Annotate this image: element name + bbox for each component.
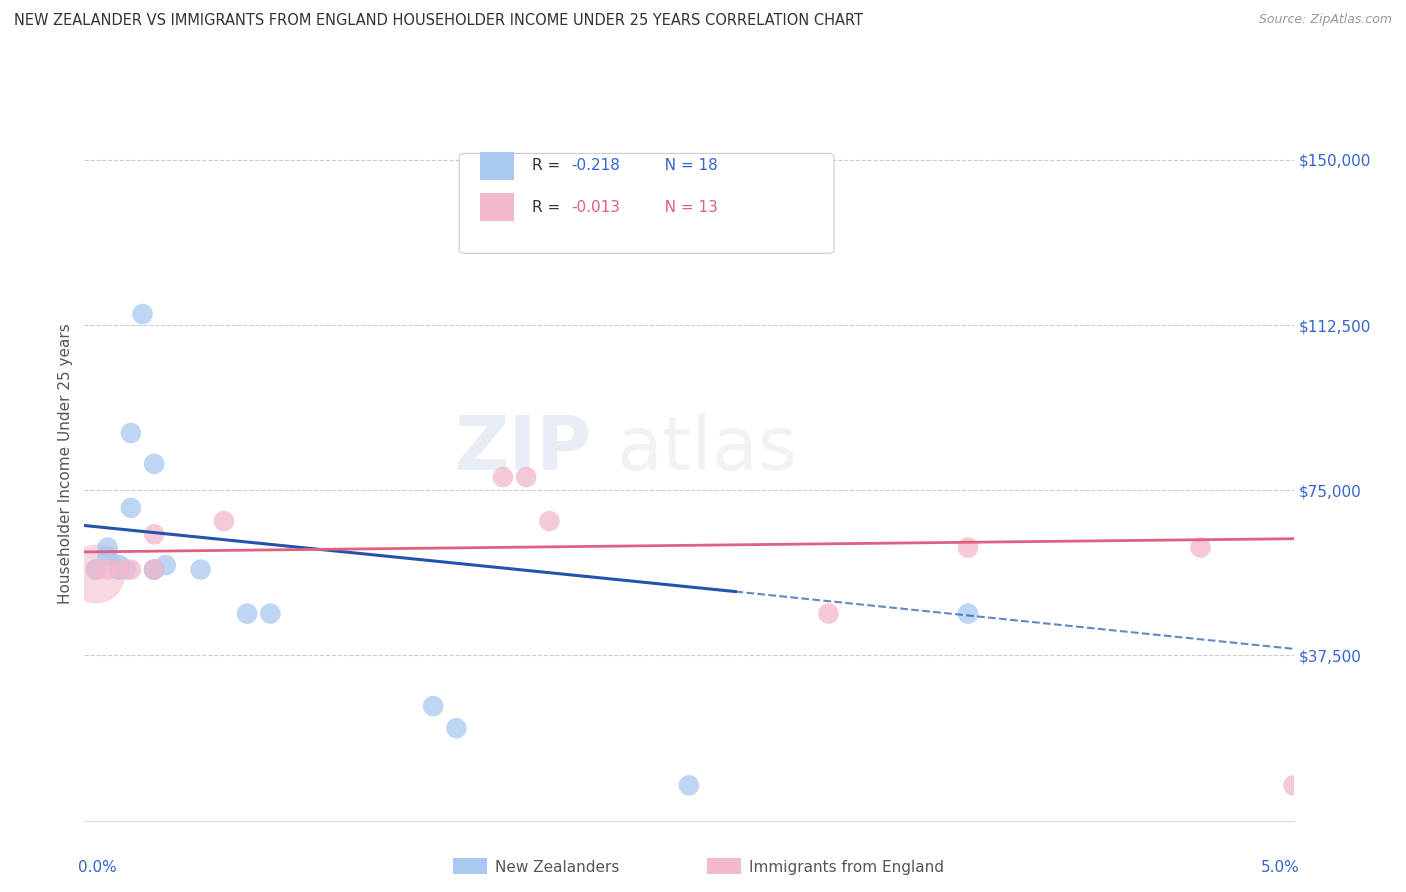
Point — [143, 563, 166, 577]
Point — [1189, 541, 1212, 555]
Point — [131, 307, 153, 321]
Text: N = 18: N = 18 — [650, 159, 718, 173]
Text: Immigrants from England: Immigrants from England — [749, 860, 945, 874]
Point — [143, 563, 166, 577]
Point — [190, 563, 212, 577]
Point — [97, 541, 120, 555]
Text: NEW ZEALANDER VS IMMIGRANTS FROM ENGLAND HOUSEHOLDER INCOME UNDER 25 YEARS CORRE: NEW ZEALANDER VS IMMIGRANTS FROM ENGLAND… — [14, 13, 863, 29]
Text: Source: ZipAtlas.com: Source: ZipAtlas.com — [1258, 13, 1392, 27]
Point — [212, 514, 235, 528]
Point — [108, 563, 131, 577]
Point — [120, 563, 142, 577]
Point — [84, 563, 107, 577]
Point — [120, 500, 142, 515]
Point — [115, 563, 138, 577]
Point — [84, 563, 107, 577]
FancyBboxPatch shape — [479, 194, 513, 221]
Point — [84, 566, 107, 581]
Point — [120, 425, 142, 440]
Point — [1282, 778, 1305, 792]
Point — [143, 457, 166, 471]
Point — [956, 541, 979, 555]
Y-axis label: Householder Income Under 25 years: Householder Income Under 25 years — [58, 324, 73, 604]
FancyBboxPatch shape — [707, 858, 741, 874]
Text: -0.013: -0.013 — [572, 200, 620, 215]
Text: 0.0%: 0.0% — [79, 860, 117, 875]
Text: N = 13: N = 13 — [650, 200, 718, 215]
Point — [97, 563, 120, 577]
Text: New Zealanders: New Zealanders — [495, 860, 620, 874]
Point — [446, 721, 468, 735]
Point — [515, 470, 537, 484]
Text: -0.218: -0.218 — [572, 159, 620, 173]
Point — [956, 607, 979, 621]
FancyBboxPatch shape — [453, 858, 486, 874]
Point — [108, 558, 131, 573]
Text: ZIP: ZIP — [456, 413, 592, 486]
Point — [143, 563, 166, 577]
Point — [422, 699, 444, 714]
Point — [538, 514, 561, 528]
Point — [678, 778, 700, 792]
Point — [97, 549, 120, 564]
Point — [143, 563, 166, 577]
Point — [817, 607, 839, 621]
Point — [143, 527, 166, 541]
Point — [678, 219, 700, 233]
Text: R =: R = — [531, 200, 565, 215]
Point — [492, 470, 515, 484]
FancyBboxPatch shape — [460, 153, 834, 253]
Point — [108, 563, 131, 577]
Text: R =: R = — [531, 159, 565, 173]
Text: 5.0%: 5.0% — [1261, 860, 1299, 875]
FancyBboxPatch shape — [479, 152, 513, 180]
Point — [259, 607, 281, 621]
Point — [155, 558, 177, 573]
Text: atlas: atlas — [616, 413, 797, 486]
Point — [236, 607, 259, 621]
